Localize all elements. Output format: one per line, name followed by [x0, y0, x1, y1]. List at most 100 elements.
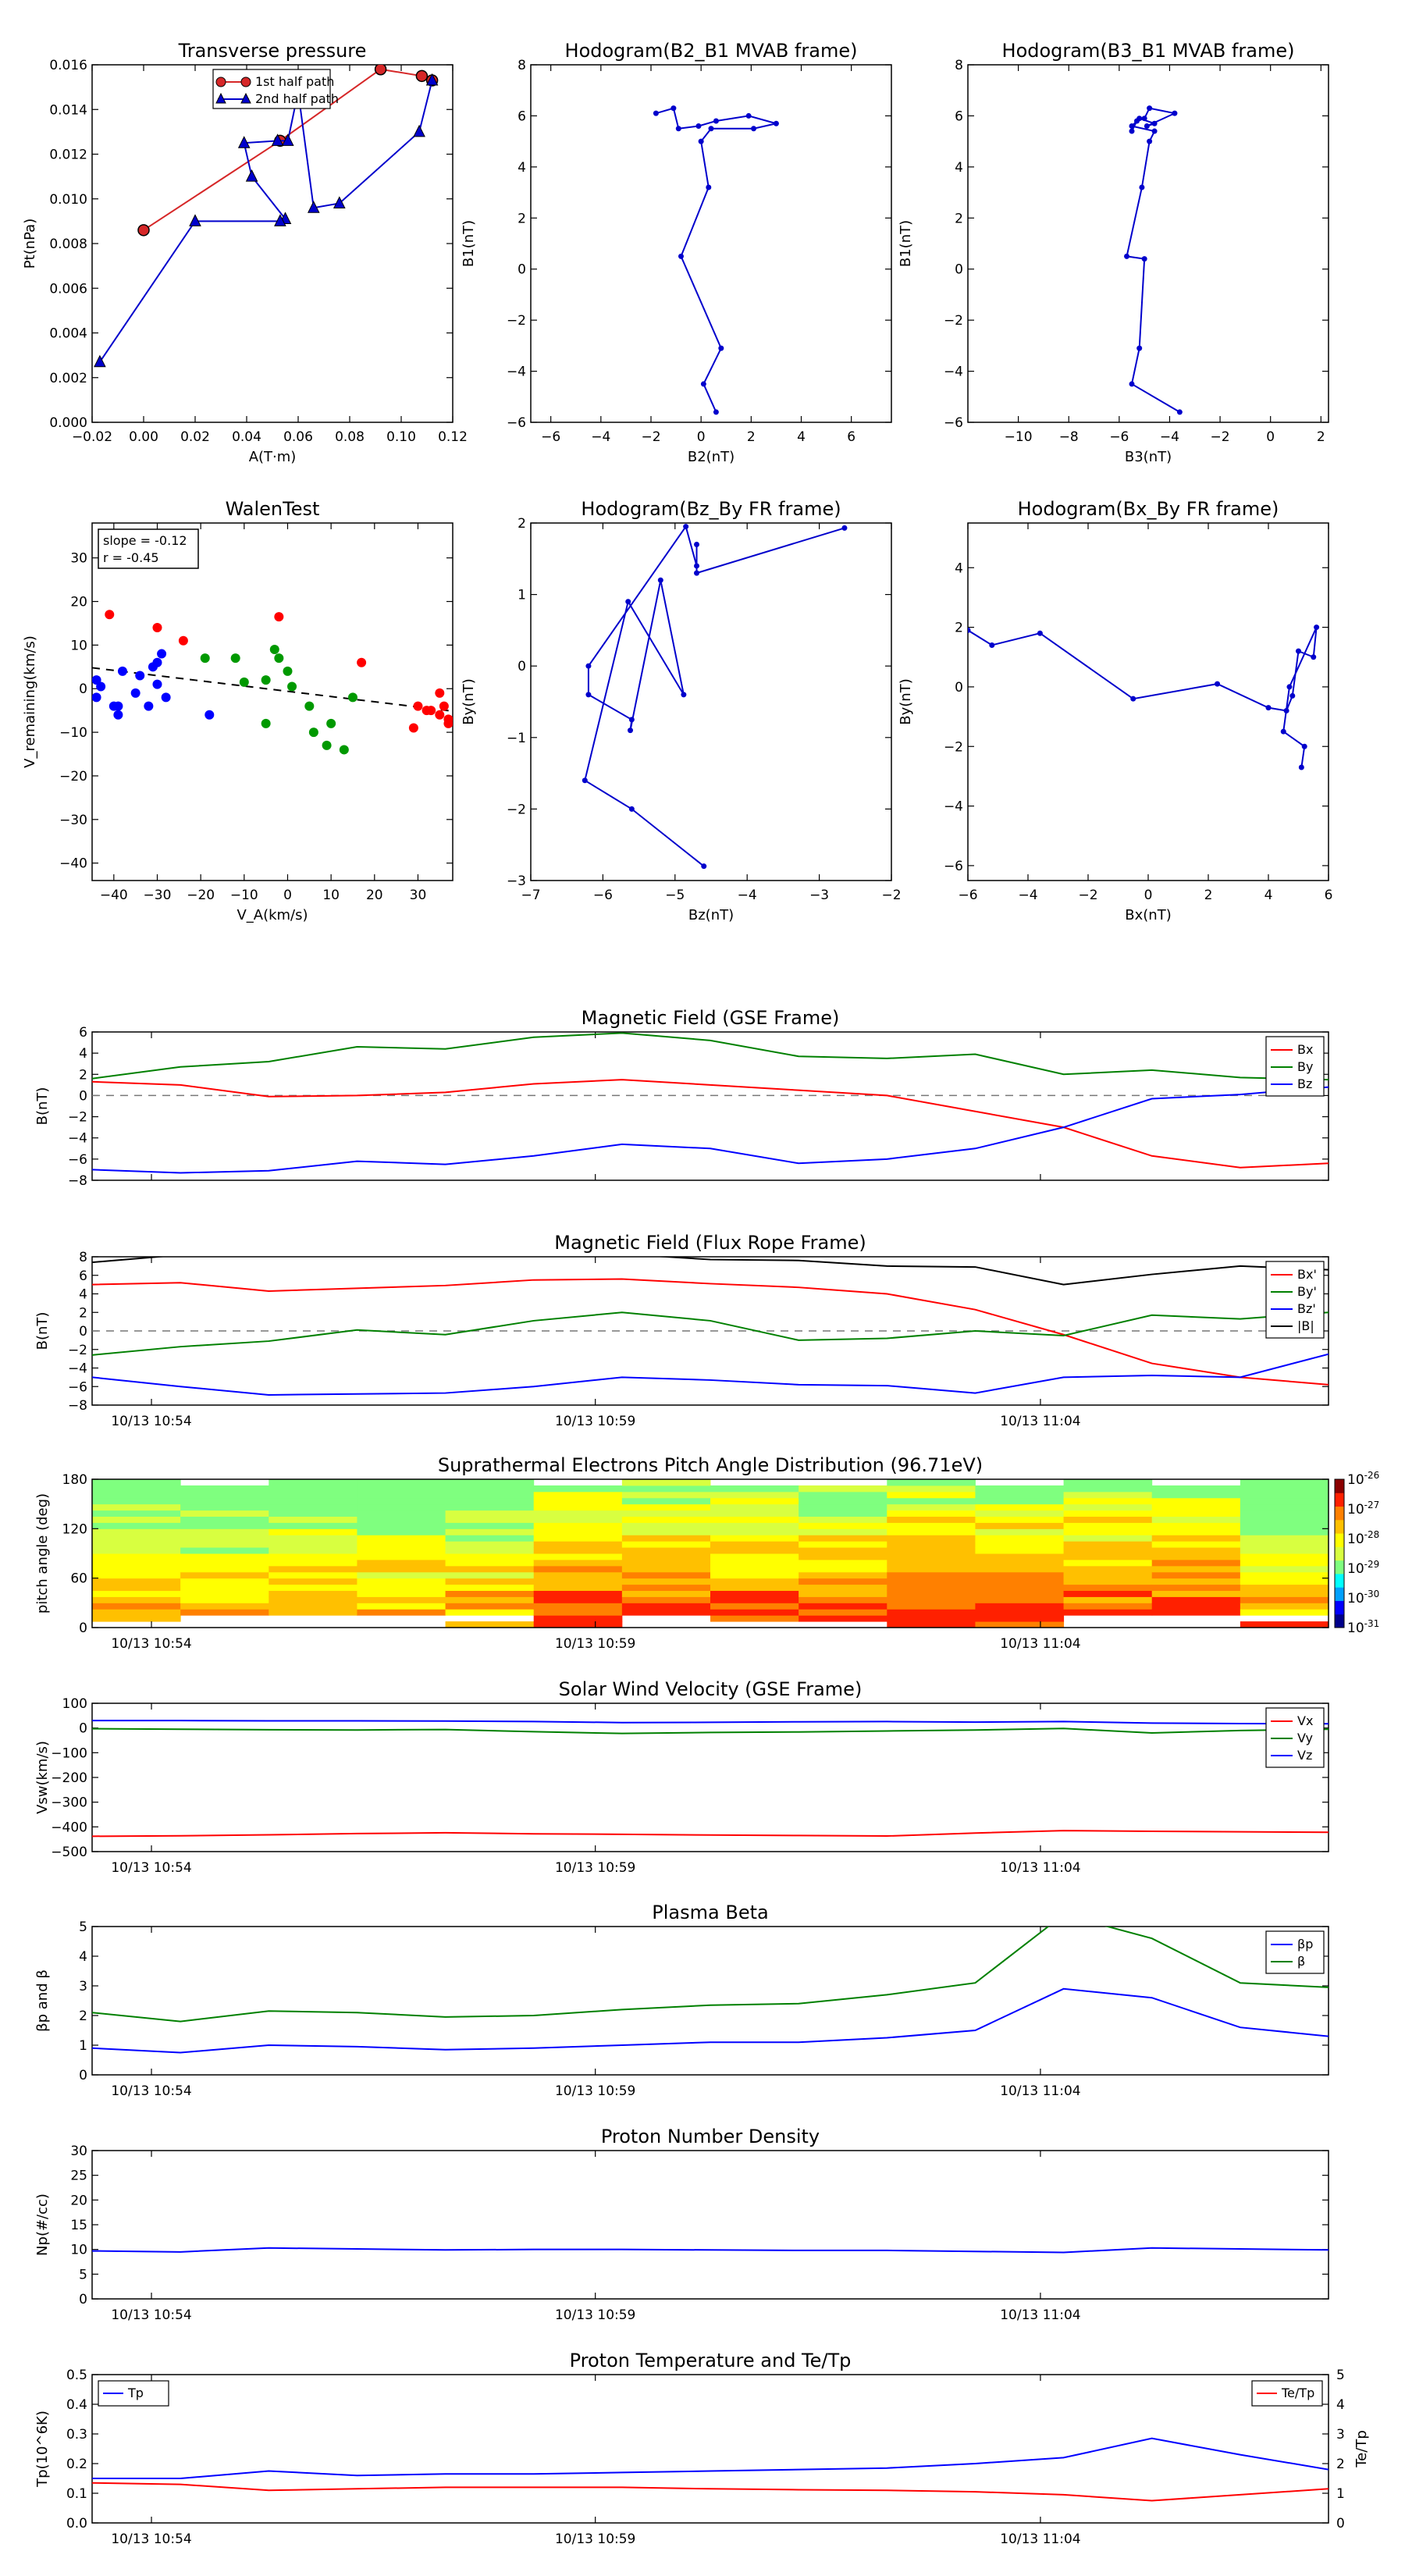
y-tick-label: 60: [70, 1571, 87, 1587]
heatmap-cell: [1063, 1547, 1153, 1554]
y-tick-label: 0.016: [49, 58, 87, 73]
heatmap-cell: [533, 1578, 623, 1585]
heatmap-cell: [533, 1510, 623, 1517]
heatmap-cell: [445, 1491, 535, 1499]
x-tick-label: 0.02: [180, 429, 210, 445]
data-point: [239, 677, 249, 687]
legend-entry: Bz: [1271, 1076, 1312, 1091]
y-tick-label: 5: [79, 2267, 87, 2282]
heatmap-cell: [710, 1491, 799, 1499]
heatmap-cell: [180, 1497, 269, 1505]
y-tick-label: −30: [59, 813, 87, 828]
heatmap-cell: [92, 1485, 181, 1493]
heatmap-cell: [1063, 1596, 1153, 1603]
series-line-by: [92, 1311, 1329, 1356]
legend-label: 2nd half path: [255, 91, 339, 106]
data-point: [1129, 123, 1135, 130]
heatmap-cell: [887, 1590, 976, 1597]
data-point: [178, 635, 188, 646]
heatmap-cell: [269, 1479, 357, 1486]
y-tick-label: 1: [79, 2038, 87, 2054]
heatmap-cell: [1151, 1503, 1241, 1511]
heatmap-cell: [887, 1621, 976, 1628]
heatmap-cell: [887, 1491, 976, 1499]
y-tick-label: 0: [79, 681, 87, 697]
y-axis-label: Np(#/cc): [34, 2194, 51, 2256]
y2-tick-label: 2: [1336, 2457, 1345, 2472]
heatmap-cell: [621, 1497, 711, 1505]
data-point: [718, 345, 724, 351]
legend-frame: [1265, 1930, 1325, 1974]
heatmap-cell: [710, 1503, 799, 1511]
legend-label: Bx': [1297, 1267, 1317, 1282]
x-tick-label: 20: [366, 888, 383, 903]
x-tick-label: 10/13 10:54: [111, 2083, 191, 2099]
colorbar-tick-label: 10-28: [1347, 1529, 1379, 1547]
heatmap-cell: [445, 1510, 535, 1517]
data-point: [339, 745, 349, 755]
data-point: [443, 714, 453, 724]
heatmap-cell: [180, 1578, 269, 1585]
heatmap-cell: [887, 1522, 976, 1529]
heatmap-cell: [799, 1553, 887, 1560]
y-tick-label: −8: [68, 1173, 87, 1189]
series-line-by: [92, 1032, 1329, 1081]
data-point: [585, 692, 592, 698]
heatmap-cell: [710, 1485, 799, 1493]
x-tick-label: 10/13 10:54: [111, 1860, 191, 1876]
data-point: [1289, 692, 1296, 699]
heatmap-cell: [1063, 1522, 1153, 1529]
heatmap-cell: [357, 1553, 446, 1560]
y-tick-label: 0.014: [49, 102, 87, 118]
data-point: [1037, 630, 1043, 636]
y2-tick-label: 5: [1336, 2368, 1345, 2383]
heatmap-cell: [357, 1528, 446, 1535]
data-point: [439, 701, 449, 711]
x-tick-label: −6: [1109, 429, 1129, 445]
heatmap-cell: [92, 1503, 181, 1511]
data-point: [435, 688, 445, 698]
y-axis-label: Pt(nPa): [22, 219, 38, 269]
legend: Tp: [98, 2380, 169, 2407]
y-tick-label: 8: [79, 1250, 87, 1265]
x-tick-label: 0.10: [386, 429, 416, 445]
heatmap-cell: [710, 1522, 799, 1529]
x-tick-label: −5: [665, 888, 685, 903]
heatmap-cell: [799, 1497, 887, 1505]
series-line-bz: [92, 1353, 1329, 1396]
heatmap-cell: [1063, 1578, 1153, 1585]
heatmap-cell: [621, 1609, 711, 1616]
colorbar-segment: [1335, 1614, 1344, 1628]
heatmap-cell: [1240, 1528, 1329, 1535]
y-tick-label: 0: [79, 1324, 87, 1340]
series-line-: [92, 1927, 1329, 2023]
heatmap-cell: [180, 1584, 269, 1591]
x-tick-label: −4: [1160, 429, 1179, 445]
data-point: [413, 124, 425, 137]
x-axis-label: Bz(nT): [688, 907, 734, 923]
heatmap-cell: [357, 1596, 446, 1603]
heatmap-cell: [1151, 1596, 1241, 1603]
legend-label: 1st half path: [255, 74, 334, 89]
heatmap-cell: [1063, 1491, 1153, 1499]
colorbar-tick-label: 10-30: [1347, 1589, 1379, 1606]
heatmap-cell: [533, 1565, 623, 1573]
heatmap-cells: [92, 1479, 1329, 1628]
legend-entry: |B|: [1271, 1318, 1314, 1333]
y-tick-label: 0: [518, 262, 526, 278]
data-point: [1136, 345, 1143, 351]
heatmap-cell: [92, 1547, 181, 1554]
y-tick-label: −2: [507, 802, 526, 817]
data-point: [675, 126, 681, 132]
heatmap-cell: [1063, 1609, 1153, 1616]
heatmap-cell: [799, 1571, 887, 1579]
heatmap-cell: [92, 1528, 181, 1535]
y-tick-label: 15: [70, 2218, 87, 2233]
x-tick-label: 6: [847, 429, 855, 445]
y-tick-label: −2: [944, 739, 963, 755]
x-tick-label: 0.06: [283, 429, 313, 445]
heatmap-cell: [1240, 1497, 1329, 1505]
series-bx-by: [968, 624, 1320, 770]
heatmap-cell: [1240, 1584, 1329, 1591]
heatmap-cell: [445, 1565, 535, 1573]
